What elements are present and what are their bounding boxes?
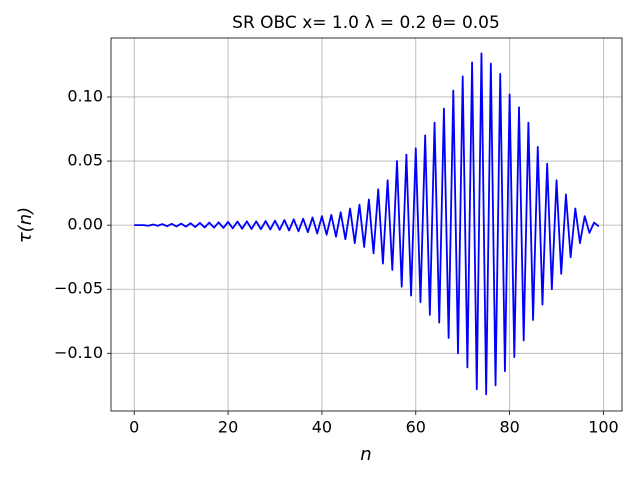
y-tick-label: 0.05 — [67, 151, 103, 170]
x-tick-label: 80 — [499, 418, 519, 437]
x-axis-label: n — [360, 444, 371, 465]
x-tick-label: 0 — [129, 418, 139, 437]
y-tick-label: −0.05 — [54, 279, 103, 298]
x-tick-label: 60 — [406, 418, 426, 437]
data-line — [134, 52, 600, 396]
y-tick-label: 0.10 — [67, 86, 103, 105]
y-tick-label: −0.10 — [54, 343, 103, 362]
x-tick-label: 40 — [312, 418, 332, 437]
plot-frame — [110, 37, 623, 412]
chart-title: SR OBC x= 1.0 λ = 0.2 θ= 0.05 — [232, 13, 500, 33]
x-tick-label: 20 — [218, 418, 238, 437]
x-tick-label: 100 — [588, 418, 619, 437]
y-tick-label: 0.00 — [67, 215, 103, 234]
y-axis-label: τ(n) — [15, 207, 36, 243]
